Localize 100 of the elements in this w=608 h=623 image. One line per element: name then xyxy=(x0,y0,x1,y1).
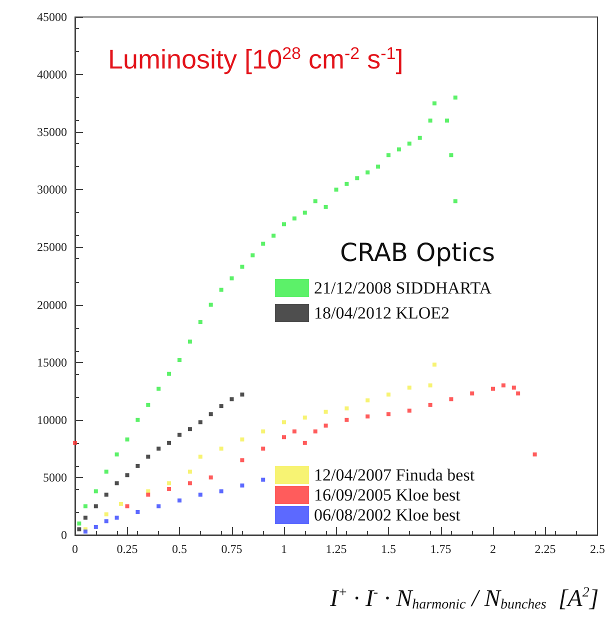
point xyxy=(83,530,88,534)
x-tick-label: 0 xyxy=(72,542,78,556)
y-tick-label: 5000 xyxy=(43,470,67,484)
legend-label: 18/04/2012 KLOE2 xyxy=(314,304,450,322)
point xyxy=(156,504,161,508)
point xyxy=(302,416,307,420)
point xyxy=(453,199,458,204)
point xyxy=(453,96,458,100)
point xyxy=(261,242,266,246)
point xyxy=(272,234,276,238)
point xyxy=(114,481,119,486)
point xyxy=(178,358,182,362)
point xyxy=(240,437,244,442)
point xyxy=(178,498,182,502)
point xyxy=(219,489,224,494)
point xyxy=(428,383,432,388)
point xyxy=(83,516,88,520)
point xyxy=(302,210,307,215)
point xyxy=(94,489,98,494)
point xyxy=(324,204,328,209)
point xyxy=(491,386,495,391)
point xyxy=(407,386,412,390)
x-tick-label: 0.75 xyxy=(221,542,242,556)
point xyxy=(501,383,506,388)
legend-label: 12/04/2007 Finuda best xyxy=(314,466,475,484)
point xyxy=(366,398,370,402)
y-tick-label: 35000 xyxy=(37,125,67,140)
point xyxy=(344,182,349,186)
point xyxy=(188,481,192,486)
y-tick-label: 15000 xyxy=(37,355,67,370)
point xyxy=(445,118,450,123)
point xyxy=(240,458,244,462)
point xyxy=(104,512,108,516)
point xyxy=(208,412,213,416)
point xyxy=(344,418,349,422)
point xyxy=(156,386,161,391)
point xyxy=(167,440,172,445)
point xyxy=(376,164,380,169)
point xyxy=(146,402,150,407)
point xyxy=(136,510,140,514)
point xyxy=(324,424,328,428)
point xyxy=(114,516,119,520)
legend-label: 16/09/2005 Kloe best xyxy=(314,486,461,504)
point xyxy=(104,519,108,524)
point xyxy=(208,475,213,480)
point xyxy=(250,253,255,258)
x-tick-label: 2.25 xyxy=(534,542,556,556)
point xyxy=(432,362,436,367)
point xyxy=(428,402,432,407)
legend-title: CRAB Optics xyxy=(340,238,496,267)
point xyxy=(104,492,108,497)
point xyxy=(396,147,401,152)
legend-label: 21/12/2008 SIDDHARTA xyxy=(314,278,492,298)
point xyxy=(104,470,108,474)
point xyxy=(136,464,140,468)
point xyxy=(532,452,537,456)
point xyxy=(418,136,422,140)
point xyxy=(512,386,516,390)
point xyxy=(366,170,370,174)
point xyxy=(355,176,360,180)
point xyxy=(219,288,224,292)
point xyxy=(282,420,286,424)
point xyxy=(302,440,307,445)
x-tick-label: 0.5 xyxy=(172,542,187,556)
point xyxy=(125,473,130,478)
point xyxy=(334,188,338,192)
point xyxy=(208,302,213,307)
point xyxy=(449,397,454,402)
point xyxy=(83,504,88,508)
y-tick-label: 10000 xyxy=(37,412,67,427)
y-tick-label: 25000 xyxy=(37,240,67,254)
y-tick-label: 30000 xyxy=(37,182,67,197)
point xyxy=(219,446,224,451)
point xyxy=(282,222,286,226)
point xyxy=(125,437,130,442)
point xyxy=(136,418,140,422)
point xyxy=(407,408,412,413)
point xyxy=(167,372,172,376)
y-tick-label: 45000 xyxy=(37,10,67,24)
point xyxy=(386,412,390,416)
point xyxy=(178,432,182,437)
point xyxy=(313,429,318,434)
point xyxy=(261,446,266,451)
x-tick-label: 2 xyxy=(490,542,496,556)
point xyxy=(428,118,432,123)
point xyxy=(77,527,82,532)
point xyxy=(73,440,77,445)
point xyxy=(407,142,412,146)
legend-label: 06/08/2002 Kloe best xyxy=(314,506,461,524)
point xyxy=(146,454,150,459)
point xyxy=(449,153,454,158)
point xyxy=(198,420,202,424)
point xyxy=(167,481,172,486)
point xyxy=(470,391,474,396)
point xyxy=(292,216,296,220)
point xyxy=(188,470,192,474)
x-tick-label: 1.75 xyxy=(430,542,452,556)
point xyxy=(386,153,390,158)
point xyxy=(114,452,119,456)
x-tick-label: 1 xyxy=(281,542,287,556)
